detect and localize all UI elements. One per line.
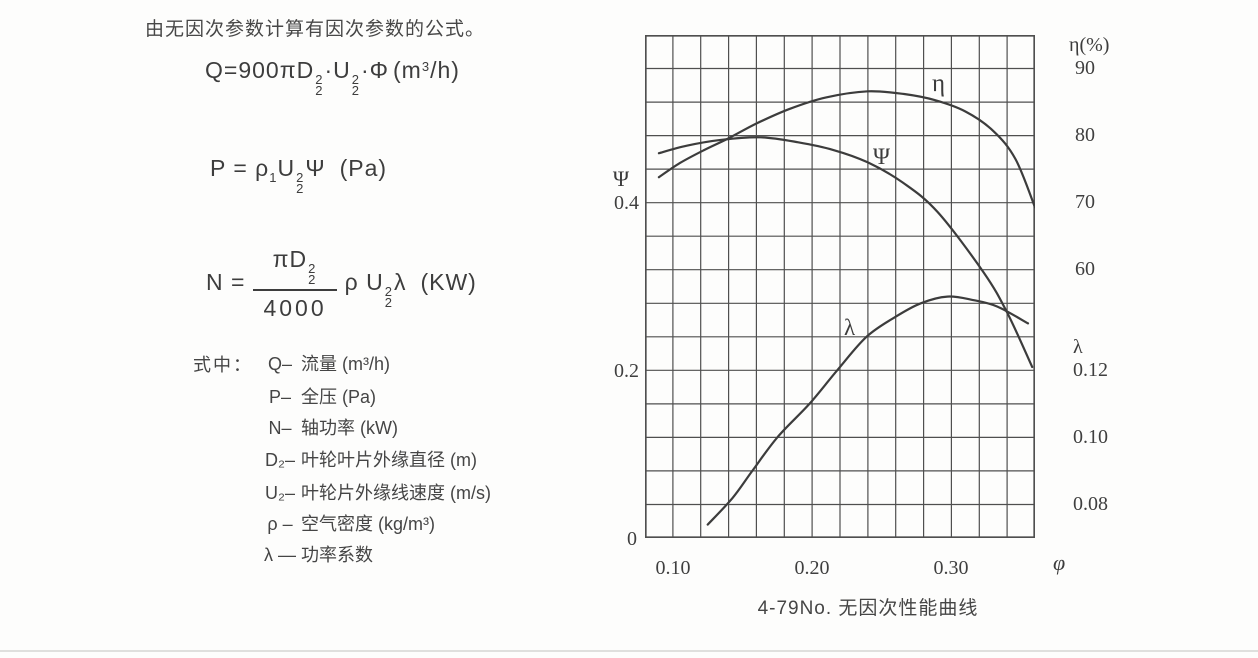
chart-caption: 4-79No. 无因次性能曲线 <box>757 598 979 619</box>
y-right-tick-012: 0.12 <box>1073 359 1108 381</box>
definition-item: U₂– 叶轮片外缘线速度 (m/s) <box>265 483 491 503</box>
curve-label-psi: Ψ <box>873 144 890 169</box>
formula-p-lhs: P <box>210 155 226 181</box>
y-right-tick-70: 70 <box>1075 191 1095 213</box>
definition-item: D₂– 叶轮叶片外缘直径 (m) <box>265 450 477 470</box>
definition-item: ρ – 空气密度 (kg/m³) <box>267 514 435 534</box>
curve-λ <box>706 295 1030 526</box>
y-right-tick-90: 90 <box>1075 57 1095 79</box>
intro-text: 由无因次参数计算有因次参数的公式。 <box>145 19 486 40</box>
formula-q-lhs: Q <box>205 57 224 83</box>
page-bottom-rule <box>0 650 1258 652</box>
definitions-heading: 式中： <box>193 355 253 375</box>
definition-item: N– 轴功率 (kW) <box>268 418 398 438</box>
performance-chart: Ψ 0.4 0.2 0 η(%) 90 80 70 60 λ 0.12 0.10… <box>585 20 1197 650</box>
y-left-tick-04: 0.4 <box>614 192 639 214</box>
curve-label-lambda: λ <box>844 315 856 340</box>
y-left-axis-symbol: Ψ <box>612 166 630 191</box>
y-right-tick-010: 0.10 <box>1073 426 1108 448</box>
x-tick-030: 0.30 <box>933 557 969 579</box>
curve-Ψ <box>657 136 1034 369</box>
y-right-tick-008: 0.08 <box>1073 493 1108 515</box>
y-right-axis-title: η(%) <box>1069 34 1110 56</box>
plot-border <box>645 35 1035 538</box>
y-left-tick-02: 0.2 <box>614 360 639 382</box>
x-tick-020: 0.20 <box>794 557 830 579</box>
x-tick-010: 0.10 <box>655 557 691 579</box>
y-right-tick-80: 80 <box>1075 124 1095 146</box>
formula-pressure: P = ρ1U 2 2 Ψ (Pa) <box>210 155 388 196</box>
curve-label-eta: η <box>932 70 946 97</box>
y-right-tick-60: 60 <box>1075 258 1095 280</box>
y-right-lambda-symbol: λ <box>1073 336 1083 358</box>
formula-n-lhs: N <box>206 269 224 296</box>
definition-item: Q– 流量 (m³/h) <box>267 354 390 374</box>
definition-item: λ — 功率系数 <box>263 545 373 565</box>
formula-power: N = πD 2 2 4000 ρ U 2 2 λ (KW) <box>206 246 477 322</box>
curve-η <box>657 90 1035 209</box>
performance-chart-plot <box>645 35 1035 538</box>
x-axis-symbol: φ <box>1053 550 1066 575</box>
formula-flow: Q=900πD 2 2 ·U 2 2 ·Φ (m3/h) <box>205 57 460 98</box>
y-left-tick-0: 0 <box>627 528 637 550</box>
definition-item: P– 全压 (Pa) <box>268 387 377 407</box>
fraction: πD 2 2 4000 <box>253 246 337 322</box>
